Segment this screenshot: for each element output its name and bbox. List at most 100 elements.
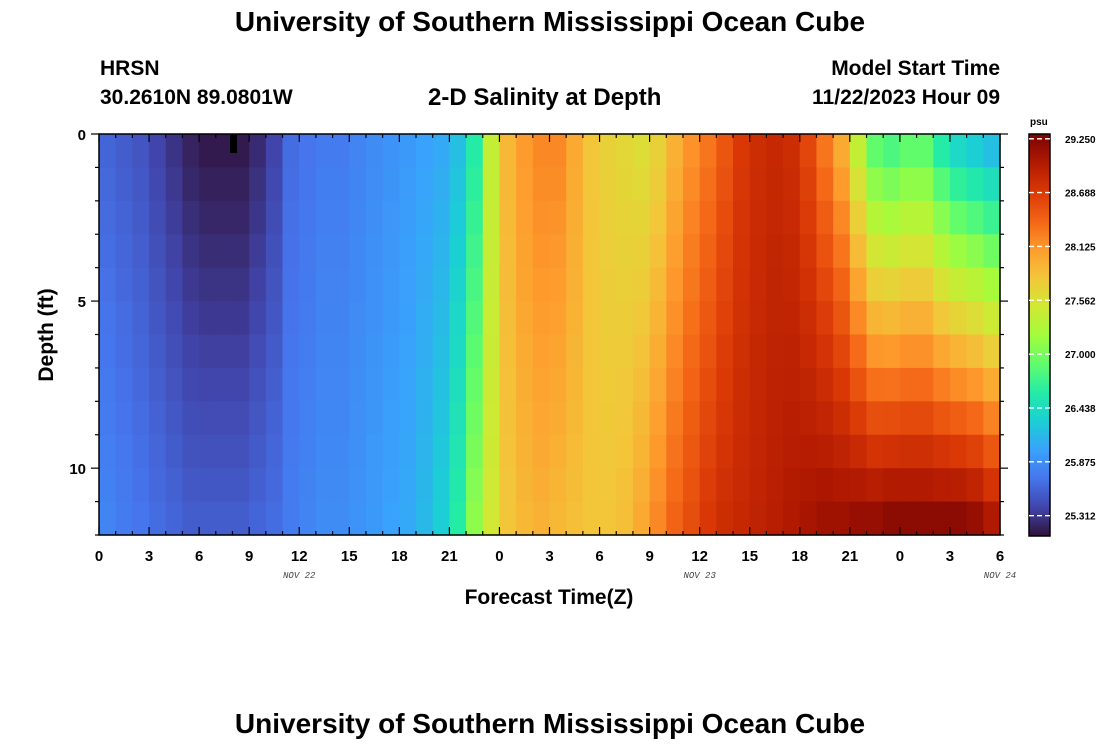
heatmap-cell — [432, 501, 450, 536]
heatmap-cell — [382, 334, 400, 369]
heatmap-cell — [766, 501, 784, 536]
heatmap-cell — [199, 134, 217, 169]
heatmap-cell — [99, 267, 117, 302]
heatmap-cell — [699, 301, 717, 336]
heatmap-cell — [115, 167, 133, 202]
heatmap-cell — [799, 334, 818, 369]
heatmap-cell — [616, 167, 634, 202]
heatmap-cell — [582, 200, 601, 235]
heatmap-cell — [165, 401, 184, 436]
heatmap-cell — [299, 267, 317, 302]
heatmap-cell — [282, 401, 300, 436]
x-tick-label: 6 — [595, 548, 603, 565]
heatmap-cell — [816, 501, 834, 536]
heatmap-cell — [983, 501, 1001, 536]
x-tick-label: 9 — [245, 548, 253, 565]
heatmap-cell — [849, 434, 868, 469]
heatmap-cell — [332, 267, 350, 302]
heatmap-cell — [766, 134, 784, 169]
heatmap-cell — [365, 234, 384, 269]
heatmap-cell — [582, 401, 601, 436]
heatmap-cell — [733, 200, 751, 235]
heatmap-cell — [799, 167, 818, 202]
heatmap-cell — [249, 134, 267, 169]
heatmap-cell — [482, 468, 501, 503]
heatmap-cell — [733, 234, 751, 269]
heatmap-cell — [949, 134, 968, 169]
heatmap-cell — [833, 167, 851, 202]
chart-title-repeat: University of Southern Mississippi Ocean… — [234, 708, 866, 739]
heatmap-cell — [182, 468, 200, 503]
heatmap-cell — [916, 334, 934, 369]
heatmap-cell — [315, 301, 334, 336]
heatmap-cell — [99, 234, 117, 269]
heatmap-cell — [265, 301, 284, 336]
heatmap-cell — [232, 334, 250, 369]
heatmap-cell — [349, 301, 367, 336]
x-tick-label: 3 — [145, 548, 153, 565]
heatmap-cell — [482, 134, 501, 169]
x-tick-label: 0 — [95, 548, 103, 565]
heatmap-cell — [966, 367, 984, 402]
heatmap-cell — [299, 468, 317, 503]
x-tick-label: 6 — [195, 548, 203, 565]
heatmap-cell — [849, 334, 868, 369]
heatmap-cell — [599, 301, 617, 336]
heatmap-cell — [199, 468, 217, 503]
heatmap-cell — [816, 134, 834, 169]
heatmap-cell — [99, 134, 117, 169]
heatmap-cell — [833, 434, 851, 469]
heatmap-cell — [516, 434, 534, 469]
heatmap-cell — [149, 134, 167, 169]
heatmap-cell — [282, 134, 300, 169]
heatmap-cell — [666, 200, 684, 235]
heatmap-cell — [582, 134, 601, 169]
heatmap-cell — [783, 468, 801, 503]
heatmap-cell — [499, 468, 517, 503]
heatmap-cell — [933, 501, 951, 536]
heatmap-cell — [816, 301, 834, 336]
heatmap-cell — [682, 367, 701, 402]
heatmap-cell — [933, 234, 951, 269]
heatmap-cell — [783, 301, 801, 336]
heatmap-cell — [866, 468, 884, 503]
heatmap-cell — [682, 267, 701, 302]
heatmap-cell — [416, 434, 434, 469]
heatmap-cell — [332, 301, 350, 336]
heatmap-cell — [232, 301, 250, 336]
heatmap-cell — [382, 468, 400, 503]
heatmap-cell — [449, 267, 467, 302]
heatmap-cell — [616, 301, 634, 336]
heatmap-cell — [849, 234, 868, 269]
heatmap-cell — [549, 401, 567, 436]
heatmap-cell — [466, 468, 484, 503]
heatmap-cell — [783, 200, 801, 235]
heatmap-cell — [699, 468, 717, 503]
heatmap-cell — [849, 200, 868, 235]
heatmap-cell — [632, 501, 651, 536]
heatmap-cell — [165, 234, 184, 269]
date-label: NOV 24 — [984, 571, 1016, 581]
heatmap-cell — [966, 468, 984, 503]
heatmap-cell — [499, 501, 517, 536]
heatmap-cell — [632, 200, 651, 235]
heatmap-cell — [799, 468, 818, 503]
heatmap-cell — [833, 501, 851, 536]
heatmap-cell — [182, 401, 200, 436]
heatmap-cell — [733, 401, 751, 436]
heatmap-cell — [432, 301, 450, 336]
heatmap-cell — [666, 167, 684, 202]
heatmap-cell — [933, 267, 951, 302]
heatmap-cell — [232, 367, 250, 402]
heatmap-cell — [582, 434, 601, 469]
heatmap-cell — [582, 301, 601, 336]
x-tick-label: 15 — [341, 548, 358, 565]
model-start-time: 11/22/2023 Hour 09 — [812, 86, 1000, 109]
heatmap-cell — [749, 301, 768, 336]
heatmap-cell — [399, 468, 417, 503]
heatmap-cell — [332, 200, 350, 235]
x-tick-label: 12 — [291, 548, 308, 565]
heatmap-cell — [566, 134, 584, 169]
heatmap-cell — [766, 401, 784, 436]
